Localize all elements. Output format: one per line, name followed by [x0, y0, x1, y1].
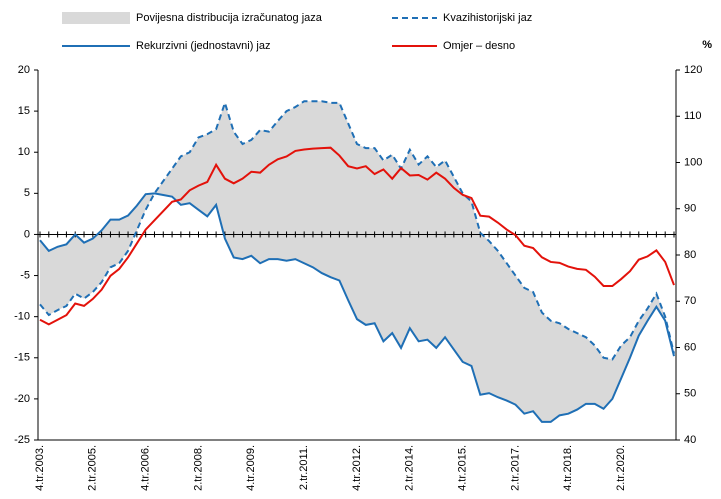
- legend-label: Kvazihistorijski jaz: [443, 12, 532, 24]
- y2-unit: %: [702, 39, 712, 51]
- y-tick-label: -10: [14, 311, 30, 323]
- series-line: [39, 146, 675, 326]
- x-tick-label: 2.tr.2008.: [192, 445, 204, 491]
- y-tick-label: 20: [18, 64, 30, 76]
- y2-tick-label: 70: [684, 295, 696, 307]
- y-tick-label: -5: [20, 269, 30, 281]
- x-tick-label: 2.tr.2005.: [87, 445, 99, 491]
- y2-tick-label: 40: [684, 434, 696, 446]
- y2-tick-label: 110: [684, 110, 702, 122]
- y-tick-label: 10: [18, 146, 30, 158]
- x-tick-label: 4.tr.2018.: [562, 445, 574, 491]
- y2-tick-label: 100: [684, 156, 702, 168]
- x-tick-label: 2.tr.2017.: [509, 445, 521, 491]
- x-tick-label: 2.tr.2020.: [615, 445, 627, 491]
- y-tick-label: -15: [14, 352, 30, 364]
- y2-tick-label: 120: [684, 64, 702, 76]
- legend-label: Povijesna distribucija izračunatog jaza: [136, 12, 323, 24]
- x-tick-label: 4.tr.2012.: [351, 445, 363, 491]
- legend-label: Rekurzivni (jednostavni) jaz: [136, 40, 271, 52]
- x-tick-label: 4.tr.2006.: [140, 445, 152, 491]
- y2-tick-label: 50: [684, 388, 696, 400]
- y-tick-label: 5: [24, 187, 30, 199]
- series-line: [39, 99, 675, 361]
- y-tick-label: 0: [24, 228, 30, 240]
- y2-tick-label: 90: [684, 203, 696, 215]
- x-tick-label: 2.tr.2014.: [404, 445, 416, 491]
- x-tick-label: 2.tr.2011.: [298, 445, 310, 490]
- y-tick-label: 15: [18, 105, 30, 117]
- legend-swatch: [62, 12, 130, 24]
- y-tick-label: -25: [14, 434, 30, 446]
- legend-label: Omjer – desno: [443, 40, 515, 52]
- series-line: [39, 192, 675, 423]
- y2-tick-label: 80: [684, 249, 696, 261]
- x-tick-label: 4.tr.2015.: [457, 445, 469, 491]
- y2-tick-label: 60: [684, 341, 696, 353]
- y-tick-label: -20: [14, 393, 30, 405]
- x-tick-label: 4.tr.2003.: [34, 445, 46, 491]
- band-area: [40, 101, 674, 422]
- x-tick-label: 4.tr.2009.: [245, 445, 257, 491]
